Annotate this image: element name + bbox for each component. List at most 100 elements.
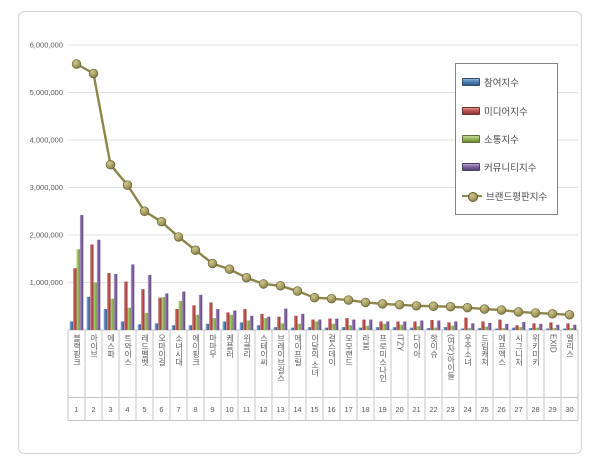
bar-참여지수	[358, 327, 363, 330]
bar-커뮤니티지수	[181, 291, 186, 330]
bar-커뮤니티지수	[215, 309, 220, 330]
bar-미디어지수	[345, 318, 349, 330]
line-marker	[547, 309, 558, 319]
y-tick-label: 4,000,000	[30, 136, 63, 145]
y-tick-label: 6,000,000	[30, 41, 63, 50]
bar-미디어지수	[73, 268, 77, 330]
bar-미디어지수	[379, 321, 383, 330]
line-marker	[496, 305, 507, 315]
bar-참여지수	[324, 327, 329, 330]
bar-참여지수	[256, 325, 261, 330]
bar-소통지수	[399, 324, 403, 330]
bar-미디어지수	[175, 309, 179, 330]
bar-커뮤니티지수	[453, 321, 458, 330]
participation-bar-swatch-icon	[462, 78, 480, 87]
y-tick-label: 5,000,000	[30, 88, 63, 97]
line-marker	[207, 258, 218, 269]
line-marker	[292, 286, 303, 296]
line-marker	[564, 310, 575, 320]
bar-참여지수	[409, 327, 414, 330]
bar-소통지수	[144, 312, 148, 330]
line-marker	[411, 301, 422, 311]
bar-미디어지수	[362, 319, 366, 330]
bar-소통지수	[76, 249, 80, 330]
bar-미디어지수	[243, 309, 247, 330]
bar-소통지수	[365, 325, 369, 330]
bar-소통지수	[263, 318, 267, 330]
rank-label: 24	[463, 405, 471, 414]
bar-미디어지수	[481, 321, 485, 330]
line-marker	[445, 302, 456, 312]
bar-미디어지수	[464, 317, 468, 330]
bar-참여지수	[120, 321, 125, 330]
bar-커뮤니티지수	[436, 320, 441, 330]
legend-label: 커뮤니티지수	[484, 163, 537, 175]
bar-소통지수	[280, 323, 284, 330]
bar-커뮤니티지수	[385, 321, 390, 330]
bar-커뮤니티지수	[283, 308, 288, 330]
bar-커뮤니티지수	[96, 239, 101, 330]
rank-label: 23	[446, 405, 454, 414]
bar-커뮤니티지수	[198, 294, 203, 330]
bar-참여지수	[341, 327, 346, 330]
line-marker	[530, 308, 541, 318]
bar-참여지수	[460, 328, 465, 330]
line-marker	[513, 307, 524, 317]
bar-커뮤니티지수	[266, 316, 271, 330]
legend-label: 브랜드평판지수	[486, 191, 548, 203]
bar-소통지수	[467, 328, 471, 330]
bar-참여지수	[86, 296, 91, 330]
legend-label: 미디어지수	[484, 106, 528, 118]
bar-소통지수	[178, 301, 182, 330]
bar-커뮤니티지수	[249, 315, 254, 330]
line-marker	[105, 160, 116, 170]
rank-label: 5	[142, 405, 146, 414]
rank-label: 17	[344, 405, 352, 414]
bar-참여지수	[392, 327, 397, 330]
legend-label: 참여지수	[484, 78, 519, 90]
bar-소통지수	[535, 327, 539, 330]
bar-커뮤니티지수	[317, 319, 322, 330]
rank-label: 22	[429, 405, 437, 414]
bar-커뮤니티지수	[504, 323, 509, 330]
bar-커뮤니티지수	[487, 322, 492, 330]
bar-커뮤니티지수	[470, 323, 475, 330]
bar-미디어지수	[277, 316, 281, 330]
line-marker	[88, 68, 99, 79]
line-marker	[173, 232, 184, 242]
bar-커뮤니티지수	[419, 320, 424, 330]
bar-미디어지수	[566, 323, 570, 330]
bar-참여지수	[290, 327, 295, 330]
legend-label: 소통지수	[484, 134, 519, 146]
rank-label: 14	[293, 405, 301, 414]
y-tick-label: 2,000,000	[30, 231, 63, 240]
legend-item-communication: 소통지수	[462, 132, 551, 146]
rank-label: 2	[91, 405, 95, 414]
bar-소통지수	[569, 328, 573, 330]
bar-소통지수	[382, 323, 386, 330]
bar-소통지수	[501, 328, 505, 330]
bar-참여지수	[188, 325, 193, 330]
line-marker	[377, 299, 388, 309]
line-marker	[122, 180, 133, 190]
bar-소통지수	[484, 326, 488, 330]
bar-소통지수	[314, 321, 318, 330]
bar-미디어지수	[158, 297, 162, 330]
bar-미디어지수	[515, 325, 519, 330]
bar-미디어지수	[532, 323, 536, 330]
bar-소통지수	[93, 282, 97, 330]
line-marker	[428, 301, 439, 311]
bar-소통지수	[297, 323, 301, 330]
rank-label: 10	[225, 405, 233, 414]
rank-label: 19	[378, 405, 386, 414]
rank-label: 15	[310, 405, 318, 414]
bar-참여지수	[154, 323, 159, 330]
bar-커뮤니티지수	[521, 321, 526, 330]
line-marker	[360, 297, 371, 308]
bar-참여지수	[545, 328, 550, 330]
rank-label: 6	[159, 405, 163, 414]
bar-소통지수	[110, 298, 114, 330]
y-tick-label: 3,000,000	[30, 183, 63, 192]
